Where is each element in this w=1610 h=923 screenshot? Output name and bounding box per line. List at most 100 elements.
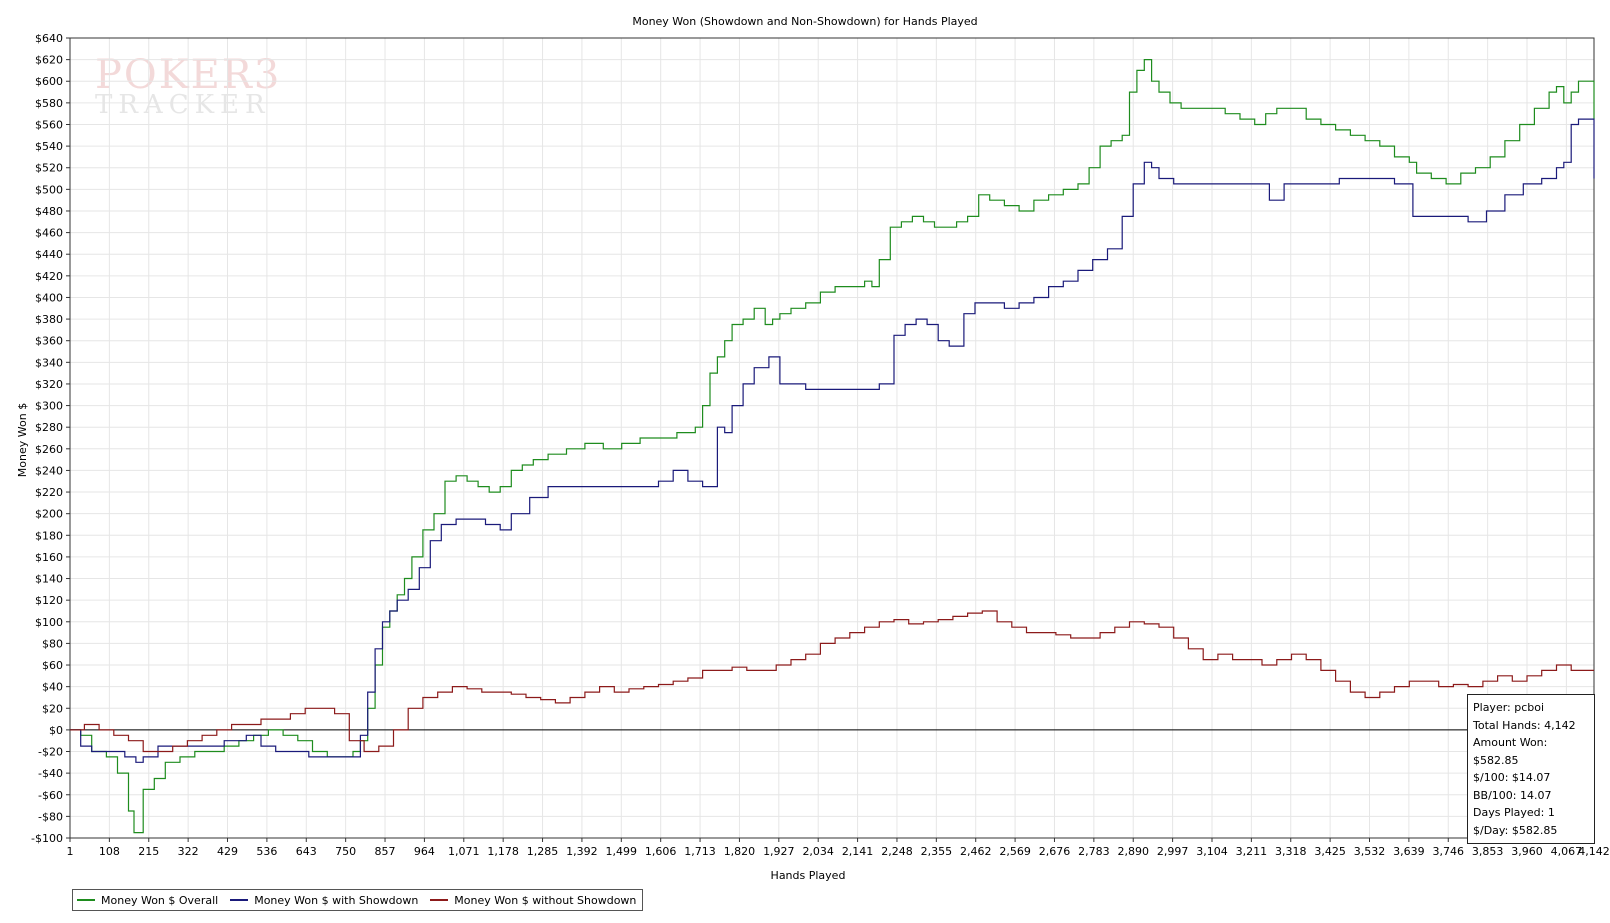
y-tick-label: $20 (42, 702, 63, 715)
series-layer (70, 59, 1595, 834)
info-bb-100: BB/100: 14.07 (1473, 788, 1552, 802)
x-tick-label: 3,746 (1433, 845, 1465, 858)
chart-title: Money Won (Showdown and Non-Showdown) fo… (632, 15, 977, 28)
y-tick-label: -$80 (38, 810, 63, 823)
x-tick-label: 1,927 (763, 845, 795, 858)
x-tick-label: 2,462 (960, 845, 992, 858)
x-tick-label: 3,211 (1236, 845, 1268, 858)
x-tick-label: 1,071 (448, 845, 480, 858)
y-tick-label: $60 (42, 659, 63, 672)
x-tick-label: 1,285 (527, 845, 559, 858)
x-tick-label: 536 (256, 845, 277, 858)
y-tick-label: $200 (35, 508, 63, 521)
y-tick-label: $480 (35, 205, 63, 218)
y-tick-label: $300 (35, 400, 63, 413)
y-axis-ticks: -$100 -$80 -$60 -$40 -$20 $0 $20 $40 $60 $80 $100 $… (31, 32, 70, 845)
x-tick-label: 2,783 (1078, 845, 1110, 858)
y-tick-label: $0 (49, 724, 63, 737)
x-tick-label: 2,997 (1157, 845, 1189, 858)
series-overall-line (70, 59, 1595, 834)
info-player: Player: pcboi (1473, 701, 1545, 714)
x-tick-label: 1,820 (724, 845, 756, 858)
y-tick-label: $260 (35, 443, 63, 456)
x-tick-label: 2,569 (999, 845, 1031, 858)
y-tick-label: $400 (35, 291, 63, 304)
x-tick-label: 1,499 (606, 845, 638, 858)
y-tick-label: $640 (35, 32, 63, 45)
y-tick-label: $80 (42, 637, 63, 650)
player-info-box: Player: pcboi Total Hands: 4,142 Amount … (1467, 694, 1595, 844)
x-tick-label: 429 (217, 845, 238, 858)
x-tick-label: 2,248 (881, 845, 913, 858)
legend-item-overall: Money Won $ Overall (77, 894, 218, 907)
y-tick-label: $540 (35, 140, 63, 153)
x-tick-label: 2,355 (921, 845, 953, 858)
x-tick-label: 3,853 (1472, 845, 1504, 858)
y-tick-label: $520 (35, 162, 63, 175)
legend-item-showdown: Money Won $ with Showdown (230, 894, 418, 907)
y-tick-label: $220 (35, 486, 63, 499)
y-tick-label: $620 (35, 54, 63, 67)
x-tick-label: 3,104 (1196, 845, 1228, 858)
legend-label-non-showdown: Money Won $ without Showdown (454, 893, 637, 907)
y-axis-label: Money Won $ (16, 403, 29, 477)
x-tick-label: 2,141 (842, 845, 874, 858)
y-tick-label: $460 (35, 227, 63, 240)
x-axis-label: Hands Played (771, 869, 846, 882)
y-tick-label: $440 (35, 248, 63, 261)
legend-label-overall: Money Won $ Overall (101, 893, 219, 907)
y-tick-label: $360 (35, 335, 63, 348)
legend-label-showdown: Money Won $ with Showdown (254, 893, 419, 907)
x-tick-label: 1,713 (684, 845, 716, 858)
y-tick-label: $40 (42, 681, 63, 694)
info-per-100: $/100: $14.07 (1473, 771, 1551, 784)
x-tick-label: 964 (414, 845, 435, 858)
x-tick-label: 2,676 (1039, 845, 1071, 858)
series-showdown-line (70, 118, 1595, 763)
legend: Money Won $ Overall Money Won $ with Sho… (72, 889, 644, 911)
y-tick-label: $580 (35, 97, 63, 110)
y-tick-label: $180 (35, 529, 63, 542)
y-tick-label: $280 (35, 421, 63, 434)
x-tick-label: 4,142 (1578, 845, 1610, 858)
x-tick-label: 1,392 (566, 845, 598, 858)
info-per-day: $/Day: $582.85 (1473, 823, 1558, 837)
x-tick-label: 643 (296, 845, 317, 858)
y-tick-label: $140 (35, 573, 63, 586)
x-tick-label: 3,639 (1393, 845, 1425, 858)
info-days-played: Days Played: 1 (1473, 806, 1555, 819)
legend-item-non-showdown: Money Won $ without Showdown (430, 894, 636, 907)
y-tick-label: $340 (35, 356, 63, 369)
info-total-hands: Total Hands: 4,142 (1473, 718, 1576, 732)
y-tick-label: -$60 (38, 789, 63, 802)
x-tick-label: 857 (375, 845, 396, 858)
legend-swatch-overall (77, 899, 95, 901)
y-tick-label: $500 (35, 183, 63, 196)
y-tick-label: $240 (35, 464, 63, 477)
legend-swatch-showdown (230, 899, 249, 901)
x-tick-label: 322 (178, 845, 199, 858)
y-tick-label: -$40 (38, 767, 63, 780)
y-tick-label: -$100 (31, 832, 63, 845)
plot-frame (69, 37, 1595, 839)
x-tick-label: 1,606 (645, 845, 677, 858)
y-tick-label: $100 (35, 616, 63, 629)
series-non-showdown-line (70, 610, 1594, 753)
y-tick-label: $380 (35, 313, 63, 326)
y-tick-label: $600 (35, 75, 63, 88)
x-tick-label: 3,425 (1314, 845, 1346, 858)
x-tick-label: 1,178 (487, 845, 519, 858)
x-tick-label: 108 (99, 845, 120, 858)
legend-swatch-non-showdown (430, 899, 449, 901)
info-amount-won: Amount Won: $582.85 (1473, 736, 1548, 767)
y-tick-label: $420 (35, 270, 63, 283)
watermark-line2: TRACKER (95, 90, 271, 120)
y-tick-label: $160 (35, 551, 63, 564)
x-tick-label: 2,890 (1117, 845, 1149, 858)
x-tick-label: 1 (67, 845, 74, 858)
x-tick-label: 2,034 (802, 845, 834, 858)
x-tick-label: 215 (138, 845, 159, 858)
x-tick-label: 750 (335, 845, 356, 858)
x-tick-label: 3,532 (1354, 845, 1386, 858)
